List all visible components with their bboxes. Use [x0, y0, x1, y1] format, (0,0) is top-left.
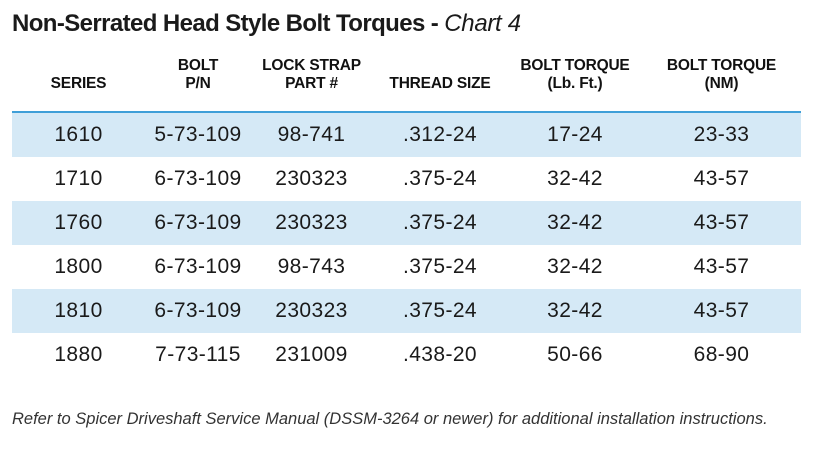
header-series: SERIES [12, 57, 145, 113]
bolt-torque-table: SERIES BOLT P/N LOCK STRAP PART # THREAD S… [12, 57, 801, 377]
cell-torque-lbft: 17-24 [508, 112, 642, 157]
cell-series: 1710 [54, 167, 103, 190]
cell-thread-size: .375-24 [372, 289, 508, 333]
cell-torque-nm: 23-33 [642, 112, 801, 157]
cell-thread-size: .375-24 [402, 255, 478, 278]
cell-bolt-pn: 6-73-109 [154, 255, 242, 278]
title-chart-number: Chart 4 [444, 10, 521, 37]
cell-torque-nm: 43-57 [693, 167, 750, 190]
cell-torque-lbft: 32-42 [547, 255, 603, 278]
table-row: 1880 7-73-115 231009 .438-20 50-66 68-90 [12, 333, 801, 377]
title-separator: - [424, 10, 445, 37]
cell-torque-nm: 43-57 [642, 289, 801, 333]
cell-lock-strap: 230323 [251, 289, 372, 333]
cell-torque-lbft: 32-42 [508, 289, 642, 333]
cell-thread-size: .438-20 [402, 343, 478, 366]
table-row: 1800 6-73-109 98-743 .375-24 32-42 43-57 [12, 245, 801, 289]
cell-bolt-pn: 6-73-109 [145, 289, 251, 333]
title-main: Non-Serrated Head Style Bolt Torques [12, 10, 425, 37]
cell-torque-nm: 43-57 [693, 255, 750, 278]
cell-thread-size: .312-24 [372, 112, 508, 157]
cell-lock-strap: 98-741 [251, 112, 372, 157]
cell-bolt-pn: 6-73-109 [145, 201, 251, 245]
cell-lock-strap: 230323 [275, 167, 348, 190]
cell-torque-nm: 68-90 [693, 343, 750, 366]
page-title: Non-Serrated Head Style Bolt Torques - C… [12, 9, 521, 39]
cell-lock-strap: 231009 [275, 343, 348, 366]
table-row: 1810 6-73-109 230323 .375-24 32-42 43-57 [12, 289, 801, 333]
table-header-row: SERIES BOLT P/N LOCK STRAP PART # THREAD S… [12, 57, 801, 113]
table-row: 1760 6-73-109 230323 .375-24 32-42 43-57 [12, 201, 801, 245]
table-row: 1710 6-73-109 230323 .375-24 32-42 43-57 [12, 157, 801, 201]
cell-torque-lbft: 32-42 [547, 167, 603, 190]
header-lock-strap: LOCK STRAP PART # [251, 57, 372, 113]
cell-torque-nm: 43-57 [642, 201, 801, 245]
cell-thread-size: .375-24 [372, 201, 508, 245]
footnote: Refer to Spicer Driveshaft Service Manua… [12, 410, 768, 428]
cell-series: 1810 [12, 289, 145, 333]
cell-bolt-pn: 5-73-109 [145, 112, 251, 157]
cell-bolt-pn: 6-73-109 [154, 167, 242, 190]
header-bolt-pn: BOLT P/N [145, 57, 251, 113]
header-torque-lbft: BOLT TORQUE (Lb. Ft.) [508, 57, 642, 113]
cell-series: 1800 [54, 255, 103, 278]
cell-series: 1760 [12, 201, 145, 245]
cell-lock-strap: 230323 [251, 201, 372, 245]
cell-torque-lbft: 50-66 [547, 343, 603, 366]
cell-lock-strap: 98-743 [277, 255, 346, 278]
table-row: 1610 5-73-109 98-741 .312-24 17-24 23-33 [12, 112, 801, 157]
cell-series: 1880 [54, 343, 103, 366]
header-torque-nm: BOLT TORQUE (NM) [642, 57, 801, 113]
cell-bolt-pn: 7-73-115 [155, 343, 241, 366]
cell-series: 1610 [12, 112, 145, 157]
cell-torque-lbft: 32-42 [508, 201, 642, 245]
cell-thread-size: .375-24 [402, 167, 478, 190]
header-thread-size: THREAD SIZE [372, 57, 508, 113]
